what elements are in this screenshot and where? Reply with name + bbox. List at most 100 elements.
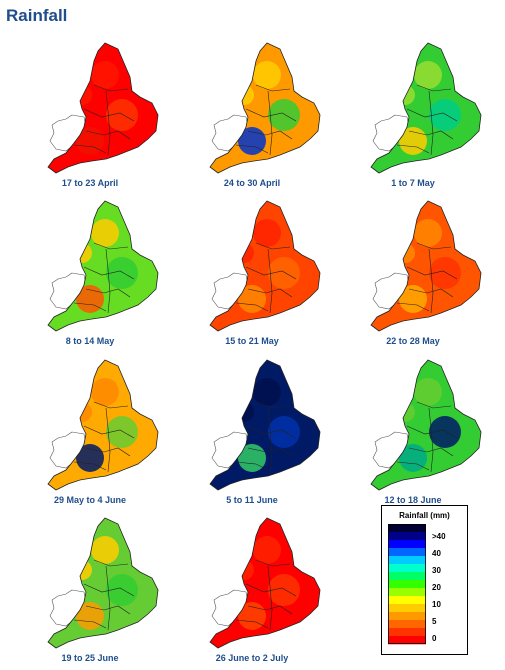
rainfall-region [414, 378, 442, 406]
region-border [235, 461, 269, 471]
rainfall-region [91, 61, 119, 89]
england-rainfall-map [209, 359, 321, 491]
region-border [105, 248, 111, 314]
legend-color-swatch [388, 572, 426, 581]
map-caption: 22 to 28 May [386, 336, 440, 346]
rainfall-region [72, 402, 92, 422]
region-border [73, 302, 107, 312]
region-border [105, 407, 111, 473]
map-panel: 1 to 7 May [333, 35, 493, 190]
map-caption: 5 to 11 June [226, 495, 278, 505]
england-outline [47, 359, 159, 491]
rainfall-region [72, 243, 92, 263]
legend-label: 40 [432, 549, 441, 558]
england-fill [371, 43, 481, 173]
map-caption: 8 to 14 May [65, 336, 115, 346]
rainfall-region [76, 127, 104, 155]
legend-color-swatch [388, 588, 426, 597]
england-fill [210, 518, 320, 648]
england-outline [209, 517, 321, 649]
region-border [245, 583, 297, 597]
england-rainfall-map [47, 42, 159, 174]
region-border [406, 425, 458, 439]
england-rainfall-map [370, 359, 482, 491]
region-border [416, 401, 452, 409]
legend-color-swatch [388, 580, 426, 589]
legend-color-swatch [388, 628, 426, 637]
rainfall-region [399, 127, 427, 155]
rainfall-region [72, 85, 92, 105]
rainfall-region [268, 416, 300, 448]
rainfall-region [399, 444, 427, 472]
map-panel: 5 to 11 June [172, 352, 332, 507]
rainfall-region [429, 416, 461, 448]
england-fill [48, 518, 158, 648]
england-rainfall-map [370, 42, 482, 174]
legend-label: 30 [432, 566, 441, 575]
england-fill [48, 201, 158, 331]
england-rainfall-map [209, 517, 321, 649]
rainfall-region [268, 99, 300, 131]
region-border [396, 461, 430, 471]
region-border [428, 407, 434, 473]
region-border [83, 108, 135, 122]
region-border [267, 90, 273, 156]
region-border [245, 108, 297, 122]
legend-color-swatch [388, 564, 426, 573]
legend-label: 5 [432, 617, 437, 626]
england-outline [209, 359, 321, 491]
legend-color-swatch [388, 524, 426, 533]
legend-color-swatch [388, 612, 426, 621]
region-border [93, 84, 129, 92]
region-border [408, 288, 454, 298]
england-rainfall-map [209, 200, 321, 332]
region-border [428, 248, 434, 314]
legend-color-swatch [388, 556, 426, 565]
region-border [247, 130, 293, 140]
england-outline [209, 200, 321, 332]
england-rainfall-map [370, 200, 482, 332]
region-border [247, 447, 293, 457]
map-caption: 17 to 23 April [61, 178, 119, 188]
rainfall-region [106, 99, 138, 131]
region-border [85, 605, 131, 615]
map-panel: 15 to 21 May [172, 193, 332, 348]
region-border [83, 583, 135, 597]
region-border [416, 242, 452, 250]
legend-label: >40 [432, 532, 446, 541]
region-border [83, 425, 135, 439]
region-border [396, 144, 430, 154]
map-panel: 17 to 23 April [10, 35, 170, 190]
map-caption: 15 to 21 May [225, 336, 279, 346]
england-fill [48, 43, 158, 173]
region-border [83, 266, 135, 280]
england-outline [47, 517, 159, 649]
region-border [85, 130, 131, 140]
region-border [73, 619, 107, 629]
rainfall-region [395, 402, 415, 422]
england-rainfall-map [47, 517, 159, 649]
rainfall-region [234, 402, 254, 422]
map-caption: 29 May to 4 June [53, 495, 127, 505]
england-outline [47, 42, 159, 174]
rainfall-region [395, 243, 415, 263]
region-border [85, 447, 131, 457]
legend-label: 20 [432, 583, 441, 592]
region-border [267, 407, 273, 473]
england-fill [210, 43, 320, 173]
rainfall-region [399, 285, 427, 313]
rainfall-region [72, 560, 92, 580]
england-fill [210, 201, 320, 331]
rainfall-region [414, 219, 442, 247]
legend-label: 10 [432, 600, 441, 609]
rainfall-region [76, 285, 104, 313]
region-border [93, 559, 129, 567]
rainfall-region [238, 602, 266, 630]
legend-color-swatch [388, 540, 426, 549]
rainfall-region [234, 243, 254, 263]
rainfall-region [268, 257, 300, 289]
region-border [93, 242, 129, 250]
region-border [255, 84, 291, 92]
rainfall-region [429, 257, 461, 289]
region-border [267, 565, 273, 631]
